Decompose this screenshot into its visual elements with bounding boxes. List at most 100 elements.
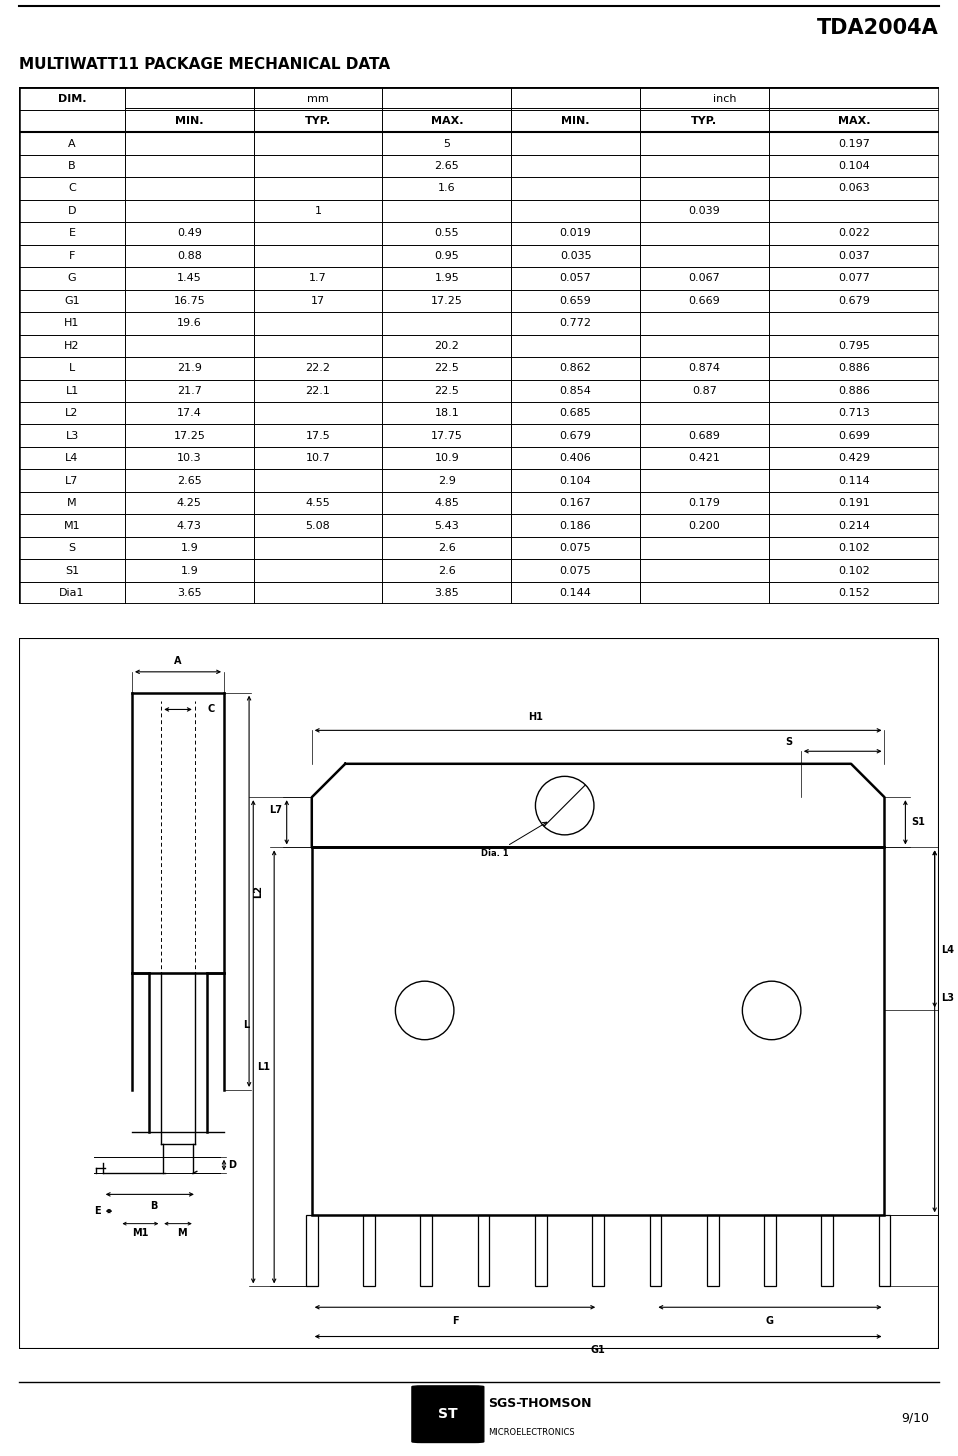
Text: 0.214: 0.214: [838, 521, 870, 530]
Text: ST: ST: [438, 1406, 458, 1421]
Text: 0.87: 0.87: [692, 386, 717, 396]
Text: 17.25: 17.25: [173, 431, 205, 441]
Text: H1: H1: [528, 712, 543, 722]
Text: MIN.: MIN.: [561, 116, 590, 127]
Text: 16.75: 16.75: [173, 296, 205, 306]
Text: 0.49: 0.49: [177, 229, 202, 239]
Text: 1.9: 1.9: [180, 565, 198, 575]
Bar: [821, 1216, 833, 1286]
Text: 0.429: 0.429: [837, 453, 870, 463]
Bar: [707, 1216, 718, 1286]
Text: 1.9: 1.9: [180, 543, 198, 553]
Text: 0.659: 0.659: [559, 296, 591, 306]
Text: 5: 5: [444, 138, 450, 149]
Text: inch: inch: [714, 93, 737, 103]
Text: B: B: [68, 162, 76, 170]
Text: DIM.: DIM.: [57, 93, 86, 103]
Text: 0.854: 0.854: [559, 386, 591, 396]
Text: TYP.: TYP.: [305, 116, 331, 127]
Text: 0.075: 0.075: [559, 565, 591, 575]
Text: 1.6: 1.6: [438, 183, 456, 194]
FancyBboxPatch shape: [412, 1386, 484, 1443]
Text: 0.067: 0.067: [689, 274, 720, 284]
Text: MAX.: MAX.: [430, 116, 463, 127]
Text: 0.886: 0.886: [838, 364, 870, 373]
Text: 0.685: 0.685: [559, 408, 591, 418]
Text: 0.102: 0.102: [838, 565, 870, 575]
Bar: [878, 1216, 890, 1286]
Text: MIN.: MIN.: [175, 116, 203, 127]
Text: 22.1: 22.1: [306, 386, 331, 396]
Text: L7: L7: [65, 476, 79, 486]
Text: 0.019: 0.019: [559, 229, 591, 239]
Text: 0.077: 0.077: [838, 274, 870, 284]
Text: L2: L2: [253, 885, 263, 898]
Text: M: M: [177, 1227, 187, 1238]
Text: 0.713: 0.713: [838, 408, 870, 418]
Text: 0.874: 0.874: [688, 364, 720, 373]
Text: 4.85: 4.85: [434, 498, 459, 508]
Bar: [306, 1216, 318, 1286]
Text: L3: L3: [941, 993, 954, 1003]
Text: M1: M1: [132, 1227, 148, 1238]
Text: 3.65: 3.65: [177, 588, 201, 598]
Text: 17.5: 17.5: [306, 431, 331, 441]
Text: 10.9: 10.9: [434, 453, 459, 463]
Text: 0.022: 0.022: [838, 229, 870, 239]
Text: L7: L7: [269, 805, 283, 815]
Text: 22.5: 22.5: [434, 364, 459, 373]
Text: 17.25: 17.25: [431, 296, 463, 306]
Text: 3.85: 3.85: [434, 588, 459, 598]
Text: 2.6: 2.6: [438, 565, 456, 575]
Text: 18.1: 18.1: [434, 408, 459, 418]
Text: 19.6: 19.6: [177, 319, 202, 328]
Text: 0.862: 0.862: [559, 364, 591, 373]
Text: 2.65: 2.65: [177, 476, 202, 486]
Text: 0.421: 0.421: [689, 453, 720, 463]
Text: 0.55: 0.55: [435, 229, 459, 239]
Text: MULTIWATT11 PACKAGE MECHANICAL DATA: MULTIWATT11 PACKAGE MECHANICAL DATA: [19, 57, 390, 71]
Text: 17: 17: [311, 296, 325, 306]
Text: 1: 1: [314, 205, 322, 215]
Text: 0.179: 0.179: [689, 498, 720, 508]
Text: A: A: [68, 138, 76, 149]
Text: M: M: [67, 498, 77, 508]
Text: 0.063: 0.063: [838, 183, 870, 194]
Text: G: G: [68, 274, 77, 284]
Text: 0.104: 0.104: [838, 162, 870, 170]
Text: 5.43: 5.43: [434, 521, 459, 530]
Text: L2: L2: [65, 408, 79, 418]
Bar: [650, 1216, 661, 1286]
Text: G1: G1: [591, 1345, 605, 1356]
Text: 22.5: 22.5: [434, 386, 459, 396]
Bar: [535, 1216, 547, 1286]
Text: 1.95: 1.95: [434, 274, 459, 284]
Text: A: A: [174, 655, 182, 665]
Text: 4.25: 4.25: [177, 498, 202, 508]
Text: S1: S1: [912, 817, 925, 827]
Text: L: L: [242, 1021, 249, 1029]
Text: TYP.: TYP.: [692, 116, 718, 127]
Text: S: S: [68, 543, 76, 553]
Text: D: D: [228, 1160, 237, 1171]
Text: 17.4: 17.4: [177, 408, 202, 418]
Text: mm: mm: [308, 93, 329, 103]
Text: 0.039: 0.039: [689, 205, 720, 215]
Text: Dia1: Dia1: [59, 588, 85, 598]
Text: 0.679: 0.679: [838, 296, 870, 306]
Text: 0.102: 0.102: [838, 543, 870, 553]
Text: 1.7: 1.7: [309, 274, 327, 284]
Text: F: F: [451, 1316, 458, 1325]
Text: 2.9: 2.9: [438, 476, 456, 486]
Text: S1: S1: [65, 565, 80, 575]
Text: 17.75: 17.75: [431, 431, 463, 441]
Text: H2: H2: [64, 341, 80, 351]
Text: 9/10: 9/10: [901, 1411, 929, 1424]
Text: 0.689: 0.689: [689, 431, 720, 441]
Text: S: S: [786, 737, 792, 747]
Text: 0.152: 0.152: [838, 588, 870, 598]
Text: 0.669: 0.669: [689, 296, 720, 306]
Text: 2.6: 2.6: [438, 543, 456, 553]
Bar: [421, 1216, 432, 1286]
Text: 0.191: 0.191: [838, 498, 870, 508]
